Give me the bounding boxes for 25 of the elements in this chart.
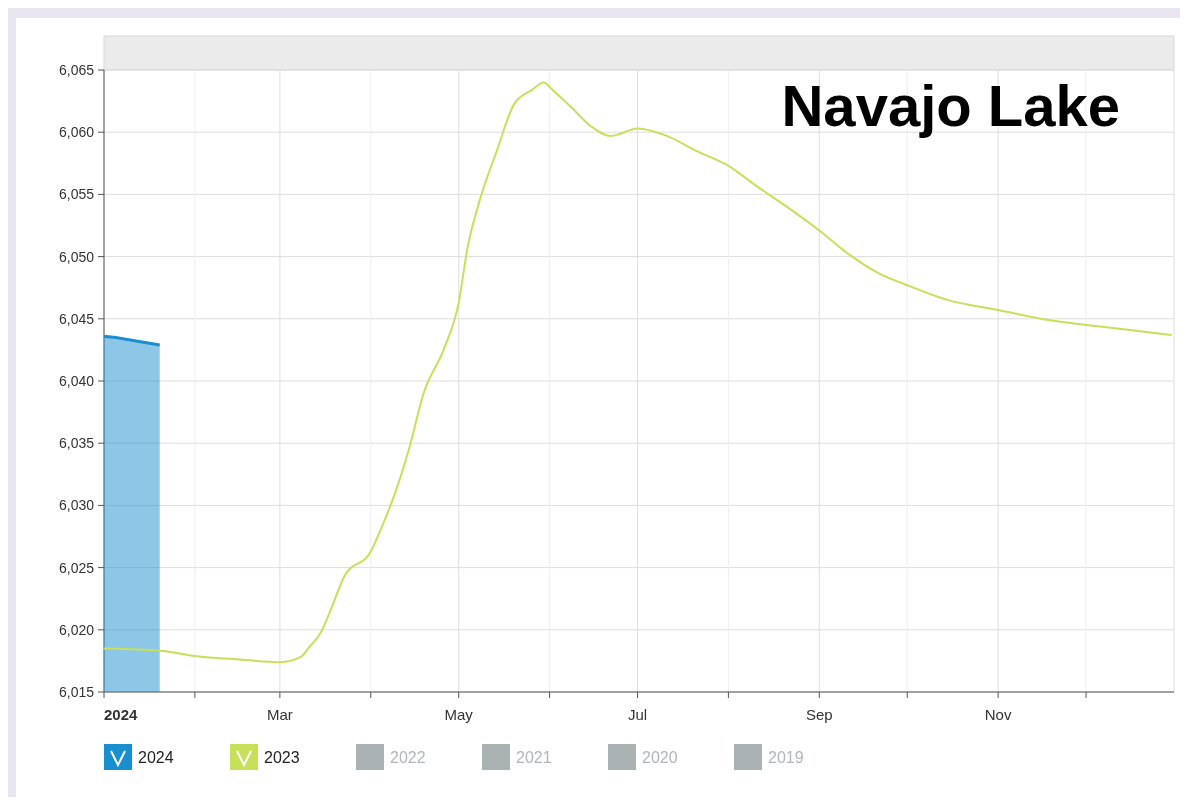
x-tick-label: Jul <box>627 706 648 723</box>
legend-label: 2020 <box>642 748 678 766</box>
y-tick-label: 6,055 <box>58 186 95 203</box>
line-series <box>103 81 1173 664</box>
y-tick-label: 6,035 <box>58 435 95 452</box>
y-tick-label: 6,015 <box>58 683 95 700</box>
x-tick-label: May <box>444 706 474 723</box>
legend-label: 2023 <box>264 748 300 766</box>
y-tick-label: 6,025 <box>58 559 95 576</box>
legend-label: 2021 <box>516 748 552 766</box>
y-tick-label: 6,060 <box>58 124 95 141</box>
x-tick-label: Nov <box>984 706 1012 723</box>
x-tick-label: Mar <box>266 706 293 723</box>
x-tick-label: 2024 <box>104 706 139 723</box>
y-tick-label: 6,030 <box>58 497 95 514</box>
legend-label: 2024 <box>138 748 174 766</box>
y-tick-label: 6,065 <box>58 61 95 78</box>
chart-title: Navajo Lake <box>781 73 1120 138</box>
x-tick-label: Sep <box>805 706 833 723</box>
legend-label: 2022 <box>390 748 426 766</box>
y-tick-label: 6,020 <box>58 621 95 638</box>
y-tick-label: 6,045 <box>58 310 95 327</box>
y-tick-label: 6,040 <box>58 372 95 389</box>
y-tick-label: 6,050 <box>58 248 95 265</box>
legend-label: 2019 <box>768 748 804 766</box>
